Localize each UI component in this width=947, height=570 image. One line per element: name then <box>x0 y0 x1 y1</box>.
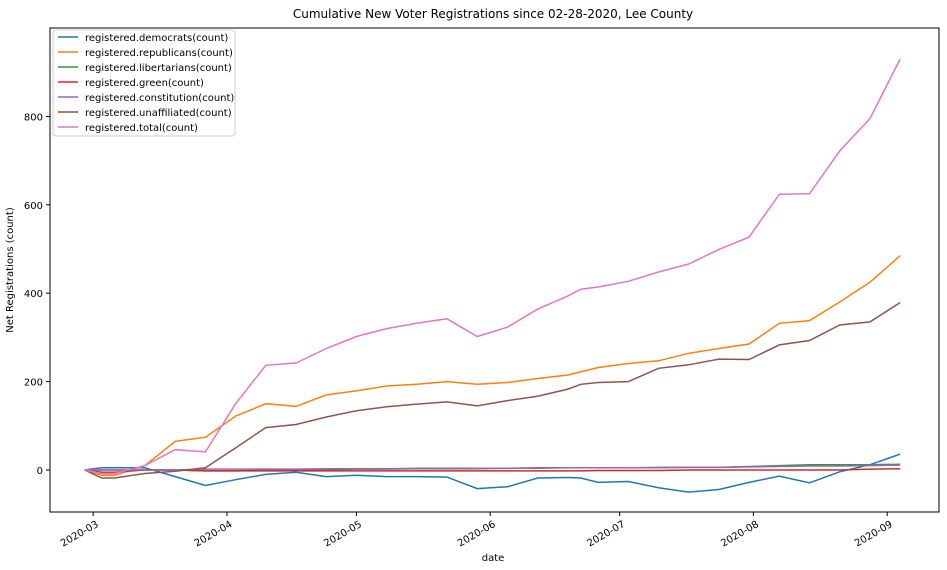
y-tick-label: 0 <box>37 466 43 477</box>
x-tick-label: 2020-06 <box>456 519 498 549</box>
x-tick-label: 2020-04 <box>193 519 235 549</box>
series-line-republicans <box>85 256 901 476</box>
x-tick-label: 2020-07 <box>585 519 627 549</box>
x-axis: 2020-03 2020-04 2020-05 2020-06 2020-07 2020-… <box>59 512 895 549</box>
legend-label-democrats: registered.democrats(count) <box>85 33 228 44</box>
legend-label-total: registered.total(count) <box>85 123 198 134</box>
y-tick-label: 600 <box>24 201 43 212</box>
y-axis-label: Net Registrations (count) <box>5 207 16 333</box>
x-axis-label: date <box>482 553 505 564</box>
legend-label-libertarians: registered.libertarians(count) <box>85 63 232 74</box>
y-tick-label: 400 <box>24 289 43 300</box>
x-tick-label: 2020-09 <box>853 519 895 549</box>
y-axis: 0 200 400 600 800 <box>24 112 50 477</box>
x-tick-label: 2020-03 <box>59 519 101 549</box>
x-tick-label: 2020-08 <box>719 519 761 549</box>
x-tick-label: 2020-05 <box>322 519 364 549</box>
y-tick-label: 200 <box>24 378 43 389</box>
legend-label-republicans: registered.republicans(count) <box>85 48 233 59</box>
legend-label-unaffiliated: registered.unaffiliated(count) <box>85 108 232 119</box>
legend: registered.democrats(count) registered.re… <box>53 30 235 136</box>
legend-label-constitution: registered.constitution(count) <box>85 93 234 104</box>
series-line-unaffiliated <box>85 303 901 479</box>
chart-title: Cumulative New Voter Registrations since… <box>293 7 693 21</box>
series-line-democrats <box>85 454 901 492</box>
y-tick-label: 800 <box>24 112 43 123</box>
legend-label-green: registered.green(count) <box>85 78 204 89</box>
